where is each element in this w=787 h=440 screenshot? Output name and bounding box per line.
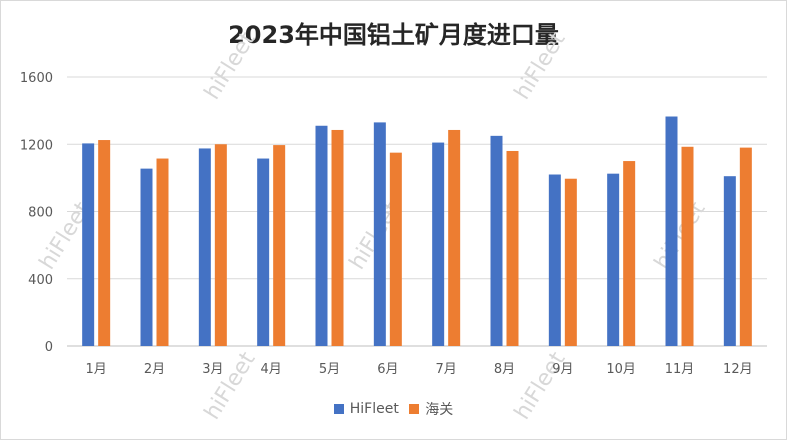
- bar-customs: [448, 129, 461, 346]
- bar-hifleet: [548, 174, 561, 346]
- bar-customs: [739, 147, 752, 346]
- bar-hifleet: [373, 122, 386, 346]
- legend-label-hifleet: HiFleet: [349, 401, 399, 417]
- bar-customs: [214, 144, 227, 346]
- watermark-text: hiFleet: [650, 197, 711, 274]
- x-tick-label: 3月: [202, 362, 223, 377]
- x-tick-label: 8月: [494, 362, 515, 377]
- y-tick-label: 800: [28, 206, 53, 221]
- bar-customs: [564, 178, 577, 346]
- bar-hifleet: [315, 125, 328, 346]
- x-tick-label: 11月: [665, 362, 695, 377]
- legend-label-customs: 海关: [425, 402, 454, 418]
- x-tick-label: 5月: [319, 362, 340, 377]
- bar-customs: [331, 129, 344, 346]
- y-axis: 0 400 800 1200 1600: [20, 71, 53, 355]
- y-tick-label: 0: [45, 340, 53, 355]
- x-tick-label: 10月: [606, 362, 636, 377]
- watermark-text: hiFleet: [200, 27, 261, 104]
- y-tick-label: 1600: [20, 71, 53, 86]
- x-axis: 1月 2月 3月 4月 5月 6月 7月 8月 9月 10月 11月 12月: [86, 362, 753, 377]
- legend-item-hifleet: HiFleet: [333, 401, 399, 417]
- bar-hifleet: [82, 143, 95, 346]
- bar-hifleet: [257, 158, 270, 346]
- legend: HiFleet 海关: [1, 399, 786, 419]
- x-tick-label: 4月: [261, 362, 282, 377]
- x-tick-label: 7月: [436, 362, 457, 377]
- bars: [82, 116, 752, 347]
- bar-customs: [623, 161, 636, 346]
- bar-hifleet: [140, 168, 153, 346]
- gridlines: [67, 76, 767, 347]
- x-tick-label: 1月: [86, 362, 107, 377]
- x-tick-label: 9月: [552, 362, 573, 377]
- x-tick-label: 12月: [723, 362, 753, 377]
- bar-customs: [273, 145, 286, 346]
- bar-customs: [98, 140, 111, 346]
- legend-swatch-customs: [409, 404, 420, 414]
- bar-hifleet: [490, 135, 503, 346]
- bar-hifleet: [723, 176, 736, 346]
- y-tick-label: 400: [28, 273, 53, 288]
- x-tick-label: 6月: [377, 362, 398, 377]
- bar-hifleet: [432, 142, 445, 346]
- bar-customs: [156, 158, 169, 346]
- bar-customs: [389, 152, 402, 346]
- legend-item-customs: 海关: [409, 399, 453, 419]
- y-tick-label: 1200: [20, 138, 53, 153]
- bar-hifleet: [665, 116, 678, 347]
- bar-customs: [506, 150, 519, 346]
- bar-hifleet: [607, 173, 620, 346]
- bar-hifleet: [198, 148, 211, 346]
- watermark-text: hiFleet: [510, 27, 571, 104]
- chart-title: 2023年中国铝土矿月度进口量: [228, 21, 559, 49]
- x-tick-label: 2月: [144, 362, 165, 377]
- bar-customs: [681, 146, 694, 346]
- legend-swatch-hifleet: [333, 404, 344, 414]
